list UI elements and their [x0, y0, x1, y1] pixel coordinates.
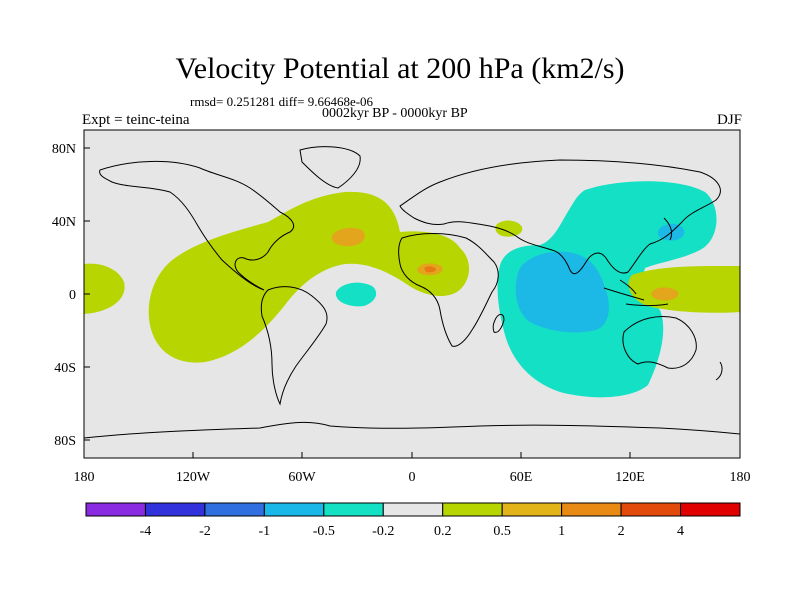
positive-region-pacific-west	[84, 263, 125, 314]
negative-patch-south-atlantic	[335, 282, 377, 307]
colorbar-label: -1	[259, 524, 271, 539]
negative-core-indian-ocean	[515, 251, 609, 333]
colorbar-swatch	[323, 502, 384, 517]
colorbar-swatch	[561, 502, 622, 517]
lon-label: 60E	[510, 470, 533, 485]
colorbar-swatch	[442, 502, 503, 517]
contour-fills	[84, 146, 740, 439]
colorbar-label: 4	[677, 524, 684, 539]
lon-label: 60W	[288, 470, 316, 485]
coast-south-america	[260, 286, 328, 406]
colorbar-swatch	[144, 502, 206, 517]
positive-region-mideast	[495, 220, 523, 237]
colorbar-label: 0.2	[434, 524, 452, 539]
orange-core-atlantic	[331, 228, 365, 247]
coast-new-zealand	[715, 361, 723, 381]
coast-indonesia	[603, 279, 669, 306]
coast-australia	[622, 316, 697, 369]
lat-label: 40N	[52, 215, 76, 230]
lon-labels: 180 120W 60W 0 60E 120E 180	[74, 470, 751, 485]
colorbar-label: -4	[140, 524, 152, 539]
orange-core-pacific	[651, 287, 679, 301]
colorbar-label: -0.2	[372, 524, 394, 539]
lat-ticks	[84, 147, 90, 441]
lon-label: 180	[74, 470, 95, 485]
lat-labels: 80N 40N 0 40S 80S	[52, 142, 76, 449]
colorbar-swatch	[620, 502, 682, 517]
positive-region-western-pacific	[628, 265, 740, 313]
lon-label: 180	[730, 470, 751, 485]
coast-eurasia	[399, 159, 721, 275]
colorbar-swatch	[204, 502, 265, 517]
colorbar-swatch	[263, 502, 325, 517]
coastlines	[84, 146, 740, 439]
colorbar-label: 1	[558, 524, 565, 539]
coast-japan	[663, 217, 673, 241]
positive-region-atlantic	[148, 191, 470, 363]
coast-north-america	[99, 160, 295, 291]
colorbar-swatch	[382, 502, 444, 517]
lon-label: 0	[409, 470, 416, 485]
red-core-africa	[424, 266, 436, 273]
colorbar-swatch	[85, 502, 146, 517]
experiment-label: Expt = teinc-teina	[82, 112, 190, 128]
coast-africa	[398, 233, 499, 347]
coast-antarctica	[84, 421, 740, 439]
subtitle: 0002kyr BP - 0000kyr BP	[322, 106, 468, 121]
colorbar-label: 2	[618, 524, 625, 539]
colorbar-label: -0.5	[313, 524, 335, 539]
colorbar: -4 -2 -1 -0.5 -0.2 0.2 0.5 1 2 4	[85, 502, 741, 539]
coast-greenland	[299, 146, 361, 189]
lat-label: 0	[69, 288, 76, 303]
lat-label: 40S	[54, 361, 76, 376]
season-label: DJF	[716, 112, 742, 128]
lon-label: 120W	[176, 470, 211, 485]
lat-label: 80S	[54, 434, 76, 449]
map-title: Velocity Potential at 200 hPa (km2/s)	[175, 52, 625, 85]
colorbar-swatch	[680, 502, 741, 517]
lon-ticks	[83, 452, 741, 458]
stats-text: rmsd= 0.251281 diff= 9.66468e-06	[190, 94, 374, 109]
coast-madagascar	[492, 313, 505, 333]
colorbar-label: -2	[199, 524, 211, 539]
colorbar-label: 0.5	[493, 524, 511, 539]
lat-label: 80N	[52, 142, 76, 157]
colorbar-swatch	[501, 502, 563, 517]
lon-label: 120E	[615, 470, 645, 485]
